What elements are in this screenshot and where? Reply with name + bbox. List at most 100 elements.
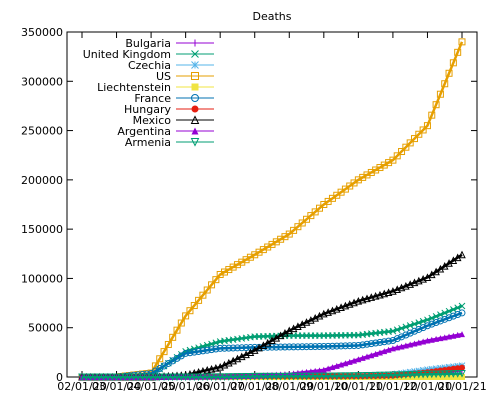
data-point-armenia xyxy=(225,373,233,381)
data-point-argentina xyxy=(415,339,422,346)
data-point-us xyxy=(307,212,315,220)
data-point-armenia xyxy=(436,370,445,379)
data-point-us xyxy=(454,48,462,56)
legend-label: United Kingdom xyxy=(83,48,171,61)
data-point-armenia xyxy=(250,372,259,381)
data-point-armenia xyxy=(371,371,380,380)
data-point-argentina xyxy=(450,332,457,339)
data-point-france xyxy=(221,344,228,352)
x-tick-label: 02/01/20 xyxy=(57,380,106,393)
data-point-armenia xyxy=(99,373,108,382)
data-point-us xyxy=(229,263,237,271)
data-point-armenia xyxy=(181,373,190,382)
data-point-armenia xyxy=(384,371,393,380)
data-point-us xyxy=(182,312,190,320)
data-point-armenia xyxy=(190,373,199,382)
data-point-us xyxy=(169,333,177,341)
legend-label: Bulgaria xyxy=(125,37,171,50)
data-point-us xyxy=(385,159,393,167)
data-point-armenia xyxy=(142,373,151,382)
data-point-armenia xyxy=(332,372,341,381)
data-point-mexico xyxy=(380,289,389,298)
data-point-armenia xyxy=(419,370,427,379)
data-point-armenia xyxy=(186,373,194,382)
data-point-armenia xyxy=(117,373,125,382)
data-point-armenia xyxy=(272,372,281,381)
legend-swatch-marker xyxy=(191,127,199,135)
data-point-us xyxy=(436,90,444,98)
legend-swatch-marker xyxy=(190,115,200,124)
data-point-argentina xyxy=(459,331,465,338)
data-point-us xyxy=(164,340,172,348)
legend-item-united-kingdom: United Kingdom xyxy=(83,48,214,61)
data-point-france xyxy=(445,314,453,322)
data-point-armenia xyxy=(242,373,250,381)
x-tick-label: 05/01/20 xyxy=(161,380,210,393)
data-point-armenia xyxy=(298,372,307,381)
data-point-armenia xyxy=(363,372,371,380)
data-point-mexico xyxy=(376,290,384,299)
data-point-us xyxy=(411,135,418,143)
y-tick-label: 50000 xyxy=(28,322,63,335)
legend-label: Armenia xyxy=(125,136,171,149)
data-point-france xyxy=(454,311,462,319)
data-point-france xyxy=(290,343,298,351)
data-point-us xyxy=(441,80,449,88)
legend-item-bulgaria: Bulgaria xyxy=(125,37,214,50)
data-point-argentina xyxy=(446,333,453,340)
data-point-mexico xyxy=(384,288,393,296)
data-point-armenia xyxy=(194,373,203,382)
data-point-us xyxy=(402,143,410,151)
data-point-armenia xyxy=(415,370,423,379)
data-point-armenia xyxy=(220,373,229,381)
data-point-us xyxy=(173,326,181,334)
data-point-armenia xyxy=(376,371,384,380)
data-point-mexico xyxy=(212,364,220,372)
data-point-france xyxy=(203,346,211,354)
x-tick-label: 06/01/20 xyxy=(195,380,244,393)
data-point-armenia xyxy=(164,373,173,382)
data-point-united-kingdom xyxy=(450,306,457,313)
data-point-armenia xyxy=(155,373,164,382)
data-point-france xyxy=(398,333,406,341)
data-point-france xyxy=(354,341,362,349)
data-point-us xyxy=(354,176,362,184)
data-point-us xyxy=(423,122,431,130)
data-point-armenia xyxy=(78,373,86,382)
data-point-france xyxy=(376,338,384,346)
data-point-mexico xyxy=(363,294,371,303)
data-point-france xyxy=(212,345,220,353)
data-point-argentina xyxy=(316,367,323,374)
data-point-armenia xyxy=(337,372,345,381)
data-point-armenia xyxy=(453,370,462,378)
x-tick-label: 09/01/20 xyxy=(299,380,348,393)
data-point-france xyxy=(367,340,375,348)
data-point-france xyxy=(303,343,311,351)
data-point-france xyxy=(182,349,190,357)
data-point-armenia xyxy=(315,372,324,381)
data-point-united-kingdom xyxy=(454,304,462,312)
data-point-france xyxy=(341,342,349,350)
data-point-armenia xyxy=(108,373,117,382)
data-point-armenia xyxy=(445,370,453,378)
data-point-france xyxy=(311,343,319,351)
legend-swatch-marker xyxy=(190,138,200,147)
data-point-armenia xyxy=(427,370,436,379)
data-point-france xyxy=(402,331,410,339)
data-point-us xyxy=(449,59,457,67)
legend-item-argentina: Argentina xyxy=(117,125,214,138)
data-point-armenia xyxy=(345,372,354,380)
legend-item-armenia: Armenia xyxy=(125,136,214,149)
data-point-us xyxy=(290,226,298,234)
data-point-argentina xyxy=(437,335,444,342)
x-axis: 02/01/2003/01/2004/01/2005/01/2006/01/20… xyxy=(57,32,487,393)
y-tick-label: 100000 xyxy=(21,272,63,285)
data-point-armenia xyxy=(389,371,397,380)
data-point-us xyxy=(177,319,185,327)
data-point-us xyxy=(432,101,440,109)
data-point-france xyxy=(272,343,280,351)
data-point-france xyxy=(307,343,315,351)
data-point-armenia xyxy=(423,370,432,379)
data-point-us xyxy=(156,355,164,363)
